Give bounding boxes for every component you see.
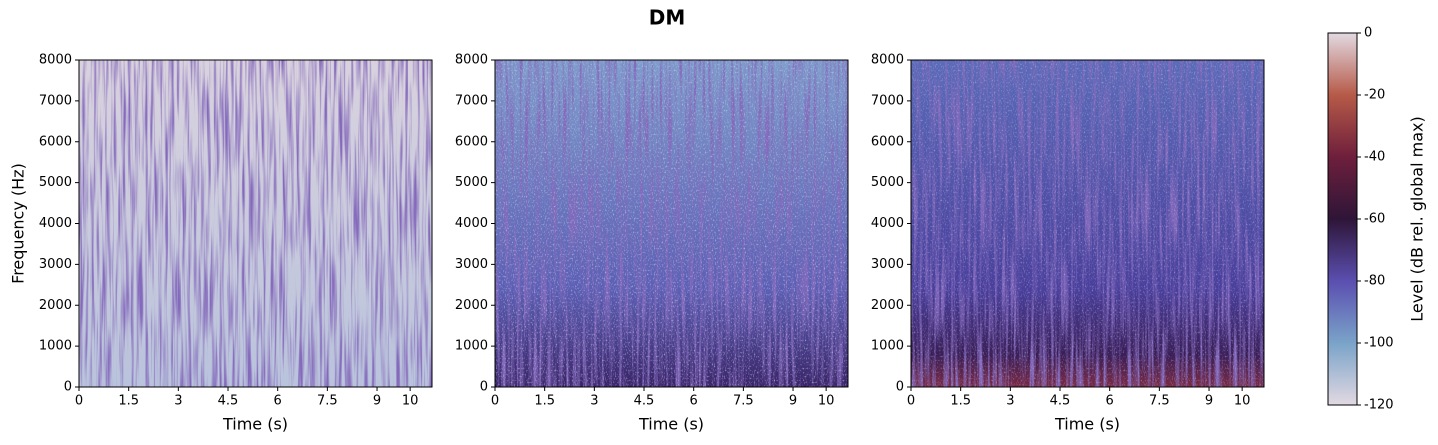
y-tick-label: 0 xyxy=(480,380,488,395)
x-tick-label: 0 xyxy=(907,394,915,409)
x-tick-label: 0 xyxy=(491,394,499,409)
y-tick-label: 5000 xyxy=(871,175,904,190)
x-axis-label: Time (s) xyxy=(1054,415,1120,434)
colorbar xyxy=(1327,32,1358,406)
y-tick-label: 6000 xyxy=(39,134,72,149)
colorbar-tick-label: 0 xyxy=(1364,26,1372,41)
y-tick-label: 0 xyxy=(64,380,72,395)
y-tick-label: 5000 xyxy=(455,175,488,190)
x-tick-label: 10 xyxy=(818,394,835,409)
colorbar-tick-label: -40 xyxy=(1364,150,1385,165)
y-tick-label: 2000 xyxy=(455,298,488,313)
figure-title: DM xyxy=(649,6,686,30)
x-tick-label: 10 xyxy=(1234,394,1251,409)
x-tick-label: 9 xyxy=(1205,394,1213,409)
x-tick-label: 9 xyxy=(789,394,797,409)
colorbar-tick-label: -100 xyxy=(1364,336,1394,351)
y-tick-label: 2000 xyxy=(39,298,72,313)
y-tick-label: 7000 xyxy=(39,93,72,108)
y-tick-label: 0 xyxy=(896,380,904,395)
y-tick-label: 3000 xyxy=(39,257,72,272)
spectrogram-texture xyxy=(79,60,1264,387)
x-axis-label: Time (s) xyxy=(638,415,704,434)
y-tick-label: 3000 xyxy=(455,257,488,272)
y-tick-label: 4000 xyxy=(39,216,72,231)
x-tick-label: 6 xyxy=(1106,394,1114,409)
y-tick-label: 7000 xyxy=(455,93,488,108)
y-tick-label: 2000 xyxy=(871,298,904,313)
y-tick-label: 5000 xyxy=(39,175,72,190)
x-tick-label: 1.5 xyxy=(950,394,971,409)
y-tick-label: 1000 xyxy=(39,339,72,354)
x-tick-label: 7.5 xyxy=(317,394,338,409)
y-tick-label: 8000 xyxy=(455,53,488,68)
colorbar-tick-label: -20 xyxy=(1364,88,1385,103)
y-tick-label: 8000 xyxy=(39,53,72,68)
x-axis-label: Time (s) xyxy=(222,415,288,434)
colorbar-tick-label: -80 xyxy=(1364,274,1385,289)
colorbar-label: Level (dB rel. global max) xyxy=(1408,116,1427,321)
y-tick-label: 4000 xyxy=(871,216,904,231)
x-tick-label: 6 xyxy=(690,394,698,409)
x-tick-label: 1.5 xyxy=(534,394,555,409)
x-tick-label: 7.5 xyxy=(1149,394,1170,409)
x-tick-label: 3 xyxy=(174,394,182,409)
x-tick-label: 10 xyxy=(402,394,419,409)
x-tick-label: 4.5 xyxy=(218,394,239,409)
x-tick-label: 1.5 xyxy=(118,394,139,409)
y-tick-label: 4000 xyxy=(455,216,488,231)
x-tick-label: 4.5 xyxy=(1050,394,1071,409)
y-tick-label: 8000 xyxy=(871,53,904,68)
x-tick-label: 3 xyxy=(1006,394,1014,409)
y-tick-label: 6000 xyxy=(455,134,488,149)
y-tick-label: 1000 xyxy=(455,339,488,354)
x-tick-label: 4.5 xyxy=(634,394,655,409)
x-tick-label: 7.5 xyxy=(733,394,754,409)
y-tick-label: 6000 xyxy=(871,134,904,149)
colorbar-tick-label: -120 xyxy=(1364,398,1394,413)
x-tick-label: 0 xyxy=(75,394,83,409)
x-tick-label: 3 xyxy=(590,394,598,409)
y-tick-label: 7000 xyxy=(871,93,904,108)
y-tick-label: 3000 xyxy=(871,257,904,272)
x-tick-label: 9 xyxy=(373,394,381,409)
y-axis-label: Frequency (Hz) xyxy=(9,163,28,284)
x-tick-label: 6 xyxy=(274,394,282,409)
colorbar-tick-label: -60 xyxy=(1364,212,1385,227)
y-tick-label: 1000 xyxy=(871,339,904,354)
